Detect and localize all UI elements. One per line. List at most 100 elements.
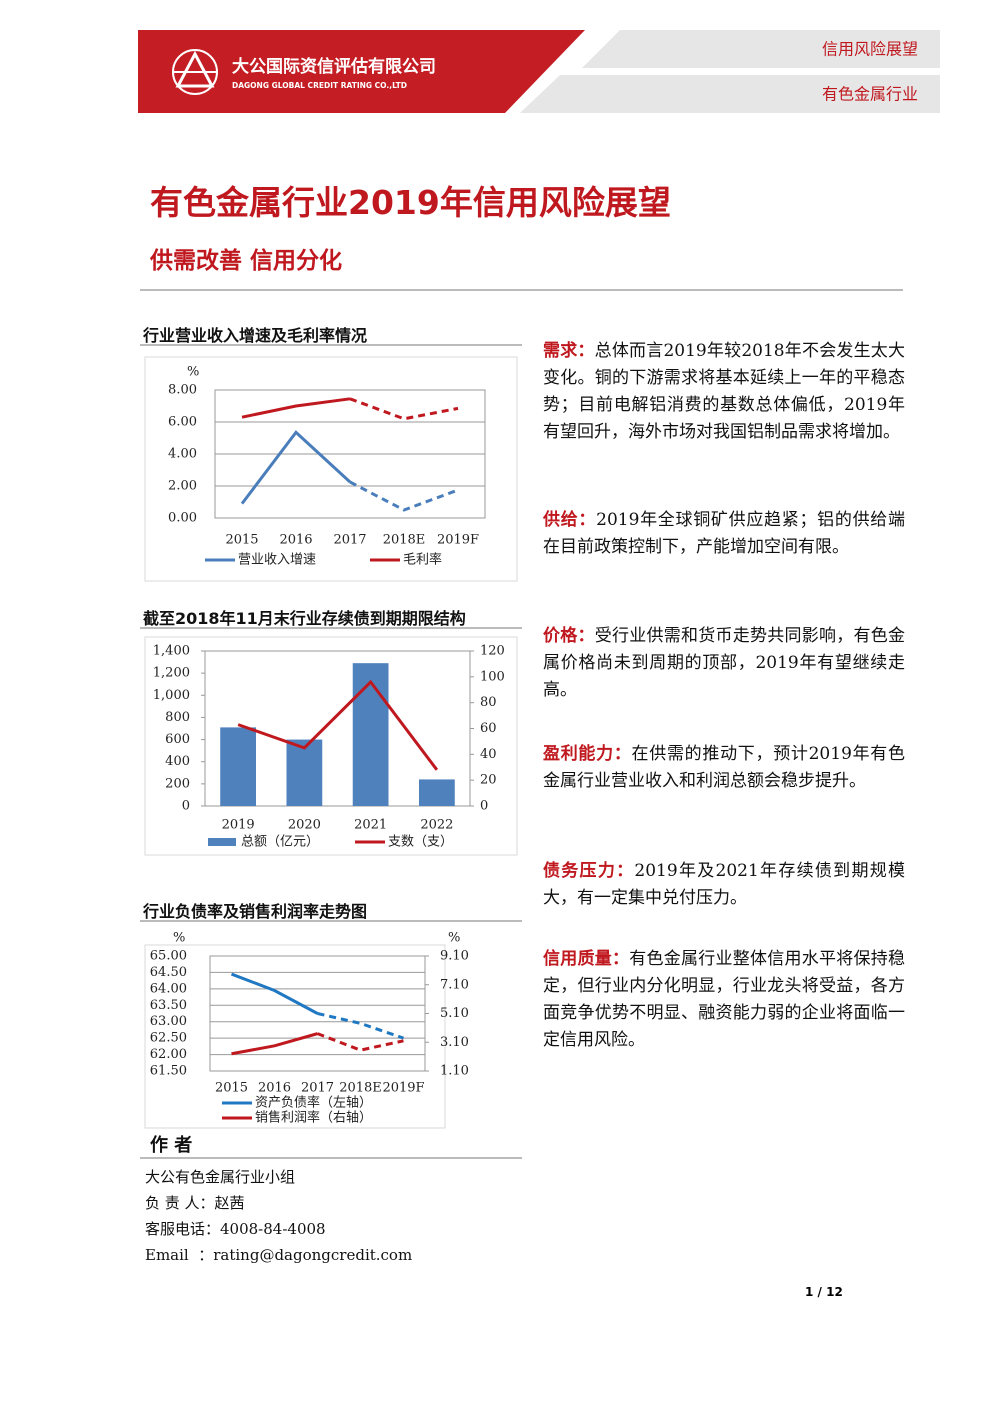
tick-label: 1.10	[440, 1064, 469, 1079]
section: 信用质量：有色金属行业整体信用水平将保持稳定，但行业内分化明显，行业龙头将受益，…	[543, 946, 905, 1054]
header: 大公国际资信评估有限公司 DAGONG GLOBAL CREDIT RATING…	[138, 30, 940, 113]
author-line: 负 责 人：赵茜	[145, 1194, 245, 1212]
divider	[140, 1157, 522, 1159]
section-text: 总体而言2019年较2018年不会发生太大变化。铜的下游需求将基本延续上一年的平…	[543, 341, 906, 442]
tick-label: 8.00	[168, 383, 197, 398]
chart: % 0.00 2.00 4.00 6.00 8.00 2015 2016 2017 2018E 20…	[144, 356, 518, 582]
section-label: 债务压力：	[543, 861, 635, 881]
tick-label: 120	[480, 644, 505, 659]
divider	[140, 627, 522, 629]
tick-label: 4.00	[168, 447, 197, 462]
company-name: 大公国际资信评估有限公司	[232, 56, 436, 77]
x-tick-label: 2019F	[382, 1081, 424, 1096]
header-tag: 有色金属行业	[822, 85, 918, 104]
y-unit: %	[187, 365, 199, 380]
header-band	[582, 30, 940, 68]
author-line: 大公有色金属行业小组	[145, 1168, 296, 1186]
tick-label: 80	[480, 695, 497, 710]
x-tick-label: 2019	[222, 818, 255, 833]
x-tick-label: 2020	[288, 818, 321, 833]
x-tick-label: 2022	[420, 818, 453, 833]
section-text: 2019年及2021年存续债到期规模大，有一定集中兑付压力。	[543, 861, 906, 908]
chart-title: 行业负债率及销售利润率走势图	[143, 902, 368, 921]
x-tick-label: 2017	[301, 1081, 334, 1096]
x-tick-label: 2021	[354, 818, 387, 833]
x-tick-label: 2016	[279, 533, 312, 548]
y-unit: %	[173, 931, 185, 946]
section-text: 受行业供需和货币走势共同影响，有色金属价格尚未到周期的顶部，2019年有望继续走…	[543, 626, 905, 700]
tick-label: 64.50	[150, 965, 187, 980]
tick-label: 62.50	[150, 1031, 187, 1046]
divider	[140, 344, 522, 346]
x-tick-label: 2015	[215, 1081, 248, 1096]
tick-label: 40	[480, 747, 497, 762]
line-series	[240, 430, 352, 505]
section-text: 在供需的推动下，预计2019年有色金属行业营业收入和利润总额会稳步提升。	[543, 744, 906, 791]
divider	[140, 289, 903, 291]
tick-label: 1,400	[153, 644, 190, 659]
section-label: 需求：	[543, 341, 595, 361]
page-number: 1 / 12	[805, 1285, 843, 1299]
line-series	[241, 397, 351, 419]
tick-label: 1,200	[153, 666, 190, 681]
tick-label: 60	[480, 721, 497, 736]
legend-label: 销售利润率（右轴）	[255, 1110, 372, 1126]
tick-label: 5.10	[440, 1006, 469, 1021]
tick-label: 1,000	[153, 688, 190, 703]
logo	[175, 50, 215, 88]
tick-label: 62.00	[150, 1047, 187, 1062]
tick-label: 6.00	[168, 415, 197, 430]
tick-label: 64.00	[150, 981, 187, 996]
company-name-en: DAGONG GLOBAL CREDIT RATING CO.,LTD	[232, 81, 407, 90]
x-tick-label: 2017	[333, 533, 366, 548]
legend-swatch	[208, 838, 236, 846]
tick-label: 200	[165, 776, 190, 791]
chart-border	[144, 636, 518, 856]
tick-label: 400	[165, 754, 190, 769]
x-tick-label: 2018E	[339, 1081, 382, 1096]
chart: 0 200 400 600 800 1,000 1,200 1,400 0 20 40 60 80 100…	[144, 636, 518, 856]
line-series	[237, 679, 439, 771]
section-text: 2019年全球铜矿供应趋紧；铝的供给端在目前政策控制下，产能增加空间有限。	[543, 510, 905, 557]
tick-label: 65.00	[150, 949, 187, 964]
header-tag: 信用风险展望	[822, 40, 918, 59]
legend-label: 营业收入增速	[238, 553, 316, 568]
tick-label: 0	[182, 799, 190, 814]
x-tick-label: 2016	[258, 1081, 291, 1096]
header-band	[520, 75, 940, 113]
tick-label: 2.00	[168, 479, 197, 494]
chart-title: 截至2018年11月末行业存续债到期期限结构	[143, 609, 466, 628]
line-series	[230, 972, 319, 1015]
legend-label: 支数（支）	[388, 835, 453, 850]
section: 盈利能力：在供需的推动下，预计2019年有色金属行业营业收入和利润总额会稳步提升…	[543, 741, 905, 795]
chart-title: 行业营业收入增速及毛利率情况	[143, 326, 368, 345]
section: 价格：受行业供需和货币走势共同影响，有色金属价格尚未到周期的顶部，2019年有望…	[543, 623, 905, 704]
bar	[352, 663, 389, 806]
line-series	[349, 397, 459, 421]
legend-label: 毛利率	[403, 552, 442, 568]
tick-label: 63.50	[150, 998, 187, 1013]
y2-unit: %	[448, 931, 460, 946]
section-text: 有色金属行业整体信用水平将保持稳定，但行业内分化明显，行业龙头将受益，各方面竞争…	[543, 949, 905, 1050]
author-heading: 作 者	[150, 1135, 193, 1156]
chart-border	[144, 356, 518, 582]
tick-label: 20	[480, 773, 497, 788]
section: 需求：总体而言2019年较2018年不会发生太大变化。铜的下游需求将基本延续上一…	[543, 338, 905, 446]
legend-label: 资产负债率（左轴）	[255, 1095, 372, 1111]
line-series	[317, 1012, 404, 1040]
header-red-band	[138, 30, 585, 113]
author-line: 客服电话：4008-84-4008	[145, 1220, 326, 1238]
section: 供给：2019年全球铜矿供应趋紧；铝的供给端在目前政策控制下，产能增加空间有限。	[543, 507, 905, 561]
tick-label: 7.10	[440, 977, 469, 992]
bar	[286, 739, 323, 806]
tick-label: 61.50	[150, 1064, 187, 1079]
tick-label: 3.10	[440, 1035, 469, 1050]
x-tick-label: 2019F	[437, 533, 479, 548]
x-tick-label: 2015	[225, 533, 258, 548]
tick-label: 9.10	[440, 949, 469, 964]
chart-border	[144, 944, 446, 1129]
title: 有色金属行业2019年信用风险展望	[150, 183, 671, 222]
section-label: 供给：	[543, 510, 597, 530]
